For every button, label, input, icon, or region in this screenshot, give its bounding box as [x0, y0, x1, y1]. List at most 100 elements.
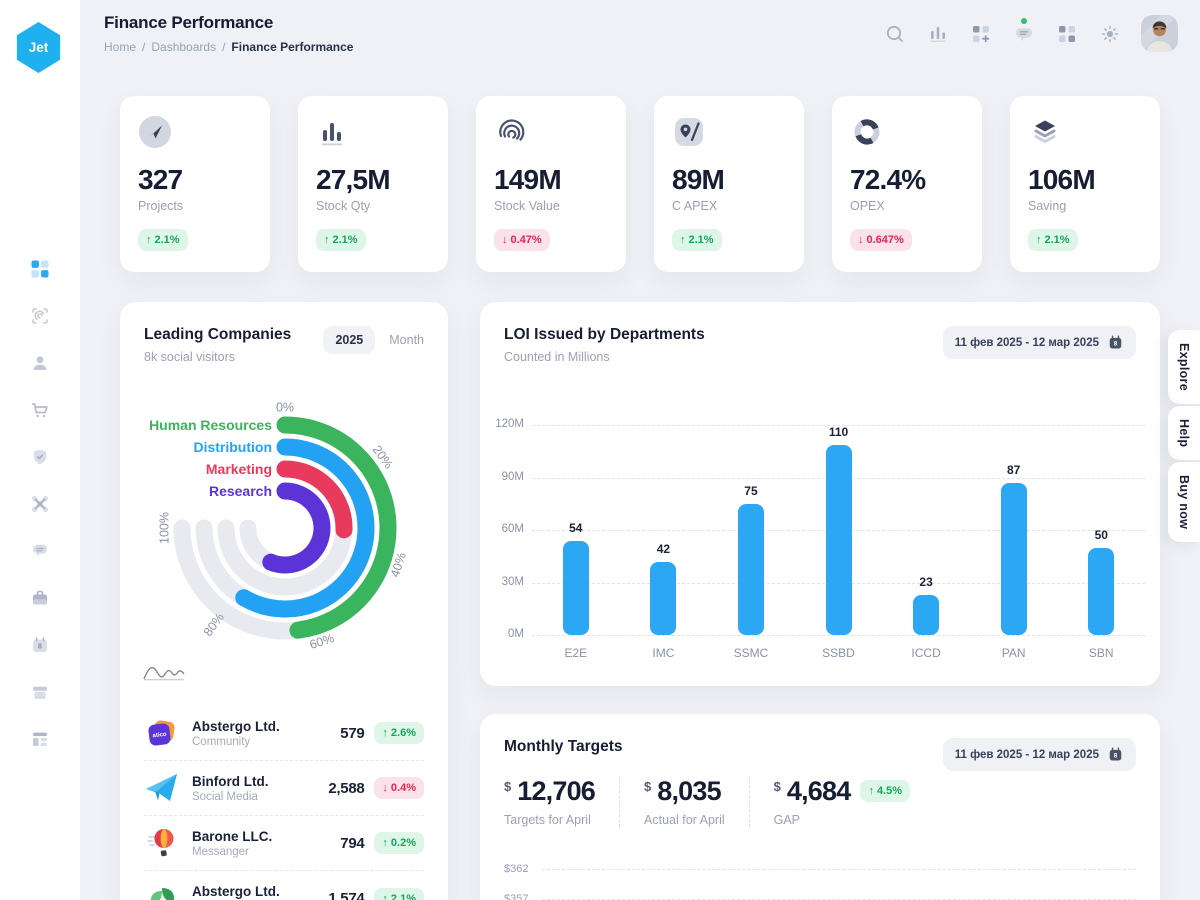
badge-value: 2.1%: [688, 234, 714, 246]
app-logo[interactable]: Jet: [16, 22, 61, 73]
user-avatar[interactable]: [1141, 15, 1178, 52]
loi-card: LOI Issued by Departments Counted in Mil…: [480, 302, 1160, 686]
add-widget-button[interactable]: [969, 22, 993, 46]
kpi-card-capex[interactable]: 89M C APEX ↑ 2.1%: [654, 96, 804, 272]
kpi-label: Projects: [138, 199, 184, 213]
sidebar-item-users[interactable]: [28, 352, 52, 374]
y-axis-tick: 90M: [501, 470, 524, 483]
community-app-icon: atico: [148, 720, 175, 746]
kpi-label: Stock Qty: [316, 199, 371, 213]
y-axis-tick: 120M: [495, 418, 524, 430]
tab-month[interactable]: Month: [389, 333, 424, 347]
tab-year[interactable]: 2025: [323, 326, 376, 354]
breadcrumb-separator: /: [142, 40, 146, 54]
messages-button[interactable]: [1012, 17, 1036, 46]
breadcrumb-current: Finance Performance: [231, 40, 354, 54]
bar-PAN[interactable]: [1000, 482, 1027, 635]
sidebar-item-messages[interactable]: [28, 540, 52, 562]
layers-icon: [1034, 120, 1056, 143]
bar-chart-icon: [322, 123, 342, 146]
grid-line: [542, 898, 1136, 900]
archive-icon: [33, 686, 47, 699]
badge-value: 2.1%: [390, 892, 416, 900]
monthly-axis-row: $362: [504, 854, 1136, 884]
sidebar-item-briefcase[interactable]: [28, 587, 52, 609]
search-button[interactable]: [883, 22, 907, 46]
badge-value: 2.1%: [332, 234, 358, 246]
company-row-barone[interactable]: Barone LLC. Messanger 794 ↑ 0.2%: [144, 816, 424, 871]
radial-arc-2[interactable]: [276, 460, 353, 539]
radial-arc-0[interactable]: [276, 416, 397, 639]
sidebar-item-drone[interactable]: [28, 493, 52, 515]
kpi-row: 327 Projects ↑ 2.1% 27,5M Stock Qty ↑ 2.1%…: [120, 96, 1160, 272]
sidebar-nav: 8: [0, 258, 80, 750]
sidebar-item-dashboard[interactable]: [28, 258, 52, 280]
leading-companies-title: Leading Companies: [144, 326, 292, 343]
radial-arc-1[interactable]: [235, 438, 375, 618]
analytics-icon: [930, 26, 946, 42]
x-axis-tick: SSMC: [733, 646, 769, 660]
sidebar-item-scan[interactable]: [28, 305, 52, 327]
currency-symbol: $: [644, 779, 652, 794]
bar-IMC[interactable]: [650, 561, 677, 635]
y-axis-tick: 30M: [501, 575, 524, 588]
chat-icon: [33, 544, 47, 557]
apps-button[interactable]: [1055, 22, 1079, 46]
company-row-abstergo[interactable]: atico Abstergo Ltd. Community 579 ↑ 2.6%: [144, 706, 424, 761]
apps-add-icon: [973, 25, 990, 42]
radial-legend-label: Research: [209, 483, 272, 499]
shield-check-icon: [34, 449, 46, 465]
kpi-card-projects[interactable]: 327 Projects ↑ 2.1%: [120, 96, 270, 272]
kpi-value: 89M: [672, 164, 725, 195]
badge-value: 2.1%: [1044, 234, 1070, 246]
kpi-value: 106M: [1028, 164, 1096, 195]
sidebar-item-archive[interactable]: [28, 681, 52, 703]
breadcrumb-home[interactable]: Home: [104, 40, 137, 54]
bars-row: 54 42 75 110 23 87 50: [532, 425, 1145, 635]
hot-air-balloon-icon: [147, 829, 174, 857]
help-tab[interactable]: Help: [1168, 406, 1200, 461]
explore-tab[interactable]: Explore: [1168, 330, 1200, 404]
calendar-icon: 8: [1109, 335, 1122, 349]
kpi-card-stock-value[interactable]: 149M Stock Value ↓ 0.47%: [476, 96, 626, 272]
bar-SBN[interactable]: [1088, 547, 1115, 635]
sidebar-item-calendar[interactable]: 8: [28, 634, 52, 656]
badge-value: 0.647%: [866, 234, 904, 246]
sidebar-item-security[interactable]: [28, 446, 52, 468]
loi-date-range-picker[interactable]: 11 фев 2025 - 12 мар 2025 8: [942, 326, 1136, 359]
kpi-value: 27,5M: [316, 164, 391, 195]
analytics-button[interactable]: [926, 22, 950, 46]
kpi-card-opex[interactable]: 72.4% OPEX ↓ 0.647%: [832, 96, 982, 272]
company-value: 579: [340, 724, 365, 742]
company-name: Barone LLC.: [192, 828, 273, 844]
x-axis-tick: IMC: [652, 646, 675, 660]
kpi-card-stock-qty[interactable]: 27,5M Stock Qty ↑ 2.1%: [298, 96, 448, 272]
y-axis-tick: 0M: [508, 628, 524, 640]
monthly-chart-axis: $362 $357: [504, 854, 1136, 900]
bar-SSMC[interactable]: [737, 503, 764, 635]
sidebar-item-cart[interactable]: [28, 399, 52, 421]
badge-value: 0.2%: [390, 837, 416, 849]
kpi-card-saving[interactable]: 106M Saving ↑ 2.1%: [1010, 96, 1160, 272]
breadcrumb-dashboards[interactable]: Dashboards: [151, 40, 217, 54]
radial-legend-label: Marketing: [206, 461, 272, 477]
grid-line: [532, 425, 1145, 426]
company-row-binford[interactable]: Binford Ltd. Social Media 2,588 ↓ 0.4%: [144, 761, 424, 816]
map-route-icon: [675, 118, 703, 146]
bar-value-label: 87: [1007, 462, 1021, 477]
bar-ICCD[interactable]: [913, 594, 940, 635]
buy-now-tab[interactable]: Buy now: [1168, 462, 1200, 543]
theme-toggle-button[interactable]: [1098, 22, 1122, 46]
sidebar-item-layout[interactable]: [28, 728, 52, 750]
monthly-axis-tick: $357: [504, 893, 529, 900]
company-delta-badge: ↑ 0.2%: [374, 832, 424, 854]
company-value: 2,588: [328, 779, 365, 797]
bar-value-label: 23: [919, 574, 933, 589]
radial-arc-3[interactable]: [262, 482, 331, 574]
company-name: Binford Ltd.: [192, 773, 269, 789]
monthly-date-range-picker[interactable]: 11 фев 2025 - 12 мар 2025 8: [942, 738, 1136, 771]
bar-E2E[interactable]: [562, 540, 589, 635]
bar-SSBD[interactable]: [825, 445, 852, 635]
stat-value: 8,035: [657, 776, 721, 806]
company-row-abstergo-2[interactable]: Abstergo Ltd. Community 1,574 ↑2.1%: [144, 871, 424, 900]
